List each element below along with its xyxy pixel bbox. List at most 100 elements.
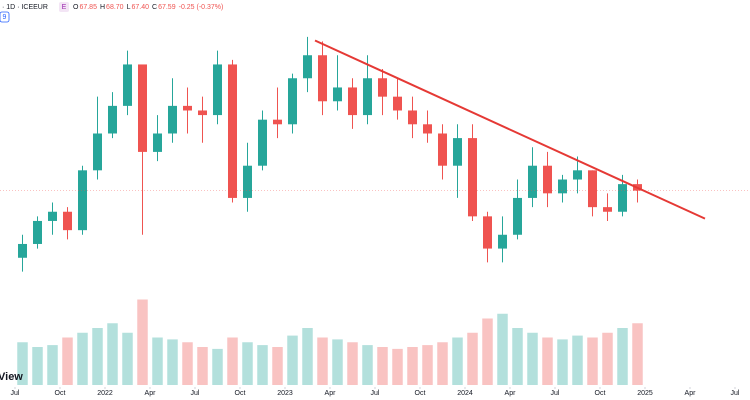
volume-bar xyxy=(317,337,328,385)
indicator-badge[interactable]: 9 xyxy=(3,14,7,21)
indicator-box[interactable] xyxy=(0,11,10,23)
volume-bar xyxy=(467,332,478,385)
x-tick-label: 2025 xyxy=(637,390,653,397)
candle-body xyxy=(168,105,177,134)
volume-bar xyxy=(47,345,58,385)
volume-bar xyxy=(392,348,403,385)
legend-key: H xyxy=(100,4,105,11)
x-tick-label: Apr xyxy=(325,390,337,397)
legend-value: 67.59 xyxy=(158,4,176,11)
candle-body xyxy=(123,64,132,106)
volume-bar xyxy=(32,347,43,385)
volume-bar xyxy=(257,345,268,385)
x-tick-label: Jul xyxy=(551,390,560,397)
badge: E xyxy=(62,4,67,11)
candle-body xyxy=(588,170,597,208)
volume-bar xyxy=(347,342,358,385)
candle-body xyxy=(423,124,432,134)
candle-body xyxy=(528,165,537,198)
candle-body xyxy=(603,207,612,212)
x-tick-label: Apr xyxy=(685,390,697,397)
candle-body xyxy=(33,220,42,244)
volume-bar xyxy=(197,347,208,385)
candle-body xyxy=(453,138,462,166)
volume-bar xyxy=(587,337,598,385)
volume-bar xyxy=(167,339,178,385)
volume-bar xyxy=(62,337,73,385)
candle-body xyxy=(498,234,507,249)
candle-body xyxy=(78,170,87,231)
volume-bar xyxy=(557,339,568,385)
legend-key: C xyxy=(152,4,157,11)
candle-body xyxy=(273,119,282,125)
volume-bar xyxy=(512,328,523,385)
candle-body xyxy=(438,133,447,166)
volume-bar xyxy=(437,342,448,385)
x-tick-label: Oct xyxy=(415,390,426,397)
volume-bar xyxy=(572,335,583,385)
candle-body xyxy=(618,184,627,212)
volume-bar xyxy=(152,337,163,385)
volume-bar xyxy=(122,332,133,385)
legend-change: -0.25 (-0.37%) xyxy=(179,4,224,11)
candle-body xyxy=(198,110,207,116)
volume-layer xyxy=(17,299,643,385)
candle-body xyxy=(483,216,492,249)
ohlc-legend: O 67.85 H 68.70 L 67.40 C 67.59 -0.25 (-0.37%) xyxy=(73,4,223,11)
candle-body xyxy=(363,78,372,116)
candle-body xyxy=(153,133,162,152)
symbol: · 1D · ICEEUR xyxy=(2,4,48,11)
legend-key: L xyxy=(127,4,131,11)
candle-body xyxy=(138,64,147,152)
candle-body xyxy=(573,170,582,180)
volume-bar xyxy=(362,345,373,385)
candle-body xyxy=(243,165,252,198)
price-layer xyxy=(0,36,750,272)
x-tick-label: Jul xyxy=(191,390,200,397)
x-tick-label: Apr xyxy=(145,390,157,397)
candle-body xyxy=(213,64,222,116)
x-tick-label: Apr xyxy=(505,390,517,397)
x-tick-label: Oct xyxy=(235,390,246,397)
candle-body xyxy=(513,197,522,235)
volume-bar xyxy=(302,328,313,385)
volume-bar xyxy=(422,345,433,385)
candle-body xyxy=(333,87,342,102)
candle-body xyxy=(288,78,297,125)
volume-bar xyxy=(212,348,223,385)
volume-bar xyxy=(377,347,388,385)
volume-bar xyxy=(332,339,343,385)
x-tick-label: Jul xyxy=(11,390,20,397)
candle-body xyxy=(318,55,327,102)
candle-body xyxy=(408,110,417,125)
x-tick-label: 2024 xyxy=(457,390,473,397)
volume-bar xyxy=(227,337,238,385)
candle-body xyxy=(48,211,57,221)
volume-bar xyxy=(137,299,148,385)
volume-bar xyxy=(272,347,283,385)
candle-body xyxy=(348,87,357,116)
volume-bar xyxy=(497,313,508,385)
volume-bar xyxy=(17,342,28,385)
candle-body xyxy=(468,138,477,217)
volume-bar xyxy=(482,318,493,385)
volume-bar xyxy=(407,347,418,385)
volume-bar xyxy=(452,337,463,385)
candle-body xyxy=(378,78,387,97)
legend-value: 67.40 xyxy=(131,4,149,11)
x-axis: Jul Oct 2022 Apr Jul Oct 2023 Apr Jul Oct 2024 Apr J… xyxy=(11,387,740,397)
volume-bar xyxy=(92,328,103,385)
volume-bar xyxy=(242,342,253,385)
volume-bar xyxy=(527,332,538,385)
candle-body xyxy=(183,105,192,111)
candle-body xyxy=(93,133,102,171)
legend-value: 68.70 xyxy=(106,4,124,11)
volume-bar xyxy=(632,323,643,385)
volume-bar xyxy=(77,332,88,385)
candle-body xyxy=(543,165,552,194)
volume-bar xyxy=(182,342,193,385)
x-tick-label: 2023 xyxy=(277,390,293,397)
candle-body xyxy=(303,55,312,79)
logo-text: View xyxy=(0,371,23,383)
